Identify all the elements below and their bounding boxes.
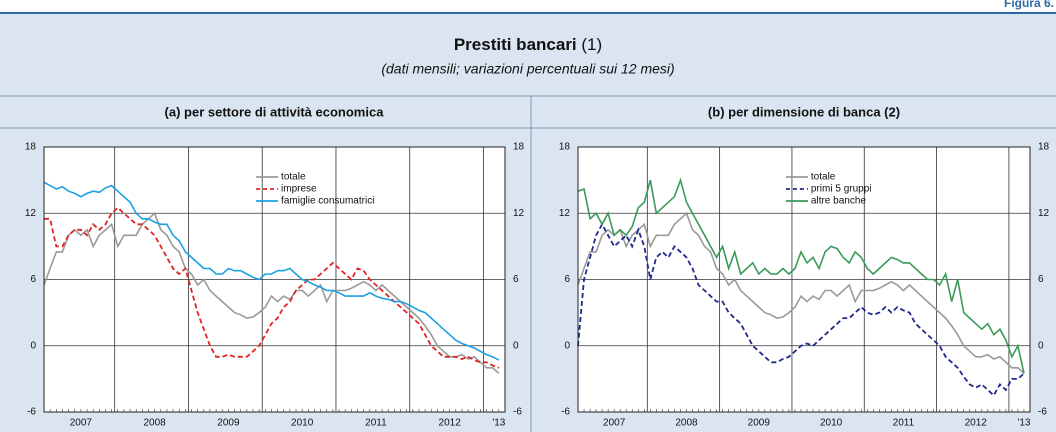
panel-title: (b) per dimensione di banca (2) [708,104,900,119]
title: Prestiti bancari (1) [454,35,602,54]
plot-border [577,146,1031,413]
y-tick-label: -6 [561,407,570,418]
y-tick-label-right: 6 [513,274,519,285]
legend-label: altre banche [811,196,866,207]
series-line [577,222,1025,397]
y-tick-label-right: 18 [1038,142,1050,153]
series-line [577,211,1025,374]
y-tick-label: 18 [559,142,571,153]
plot-border [43,146,506,413]
legend-label: totale [811,172,836,183]
y-tick-label: 12 [559,208,571,219]
x-tick-label: '13 [492,418,505,429]
figure-label: Figura 6. [1004,0,1054,10]
x-tick-label: 2008 [144,418,167,429]
series-line [43,211,500,374]
x-tick-label: 2009 [748,418,771,429]
x-tick-label: '13 [1017,418,1030,429]
series-line [44,206,500,369]
legend-label: totale [281,172,306,183]
legend-label: famiglie consumatrici [281,196,374,207]
y-tick-label-right: 12 [513,208,525,219]
title-text: Prestiti bancari [454,35,577,54]
x-tick-label: 2010 [820,418,843,429]
y-tick-label: -6 [27,407,36,418]
y-tick-label-right: -6 [513,407,522,418]
x-tick-label: 2011 [365,418,387,429]
series-line [43,181,500,361]
y-tick-label: 18 [25,142,37,153]
x-tick-label: 2012 [965,418,988,429]
x-tick-label: 2010 [291,418,314,429]
y-tick-label: 12 [25,208,37,219]
subtitle: (dati mensili; variazioni percentuali su… [381,61,674,77]
panel-title: (a) per settore di attività economica [165,104,385,119]
y-tick-label: 6 [30,274,36,285]
legend-label: imprese [281,184,317,195]
x-tick-label: 2008 [675,418,698,429]
series-line [577,177,1025,374]
x-tick-label: 2011 [893,418,915,429]
y-tick-label-right: 6 [1038,274,1044,285]
x-tick-label: 2007 [603,418,626,429]
y-tick-label: 0 [30,340,36,351]
title-note: (1) [581,35,602,54]
x-tick-label: 2009 [217,418,240,429]
y-tick-label: 6 [564,274,570,285]
y-tick-label-right: 12 [1038,208,1050,219]
y-tick-label-right: 0 [1038,340,1044,351]
x-tick-label: 2012 [439,418,462,429]
y-tick-label-right: 0 [513,340,519,351]
y-tick-label-right: 18 [513,142,525,153]
y-tick-label: 0 [564,340,570,351]
legend-label: primi 5 gruppi [811,184,872,195]
x-tick-label: 2007 [70,418,93,429]
y-tick-label-right: -6 [1038,407,1047,418]
